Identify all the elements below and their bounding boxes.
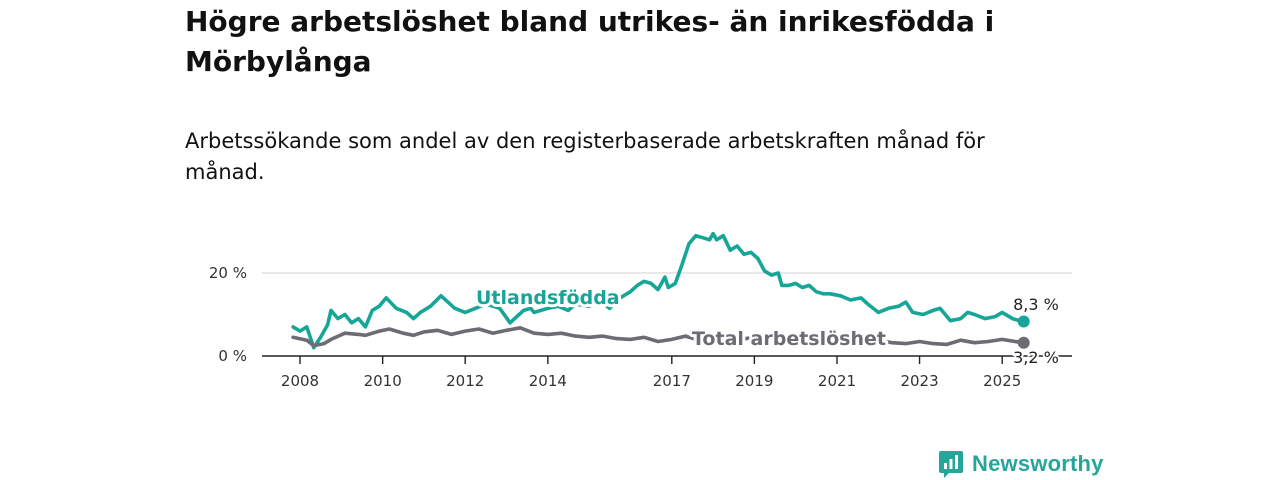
newsworthy-logo[interactable]: Newsworthy bbox=[938, 449, 1104, 479]
series-endpoint-0 bbox=[1017, 315, 1030, 328]
line-chart: 0 % 20 % 2008 2010 2012 2014 2017 2019 2021 2023 2… bbox=[209, 231, 1072, 390]
x-tick-label: 2025 bbox=[983, 372, 1021, 390]
series-name-label: Utlandsfödda bbox=[476, 287, 620, 309]
series-line-1 bbox=[291, 326, 1025, 348]
axis-ticks: 0 % 20 % 2008 2010 2012 2014 2017 2019 2021 2023 2… bbox=[209, 264, 1021, 390]
y-tick-label: 20 % bbox=[209, 264, 247, 282]
series-labels: Utlandsfödda Total arbetslöshet 8,3 % 3,2 % bbox=[473, 284, 1061, 369]
chart-subtitle: Arbetssökande som andel av den registerb… bbox=[185, 129, 985, 184]
chart-title: Högre arbetslöshet bland utrikes- än inr… bbox=[185, 5, 995, 78]
x-tick-label: 2014 bbox=[529, 372, 567, 390]
series-endpoint-1 bbox=[1017, 336, 1030, 349]
newsworthy-logo-icon bbox=[939, 451, 963, 478]
series-end-value: 8,3 % bbox=[1013, 295, 1059, 314]
x-tick-label: 2012 bbox=[446, 372, 484, 390]
newsworthy-logo-text: Newsworthy bbox=[972, 451, 1104, 476]
x-tick-label: 2017 bbox=[653, 372, 691, 390]
x-tick-label: 2008 bbox=[281, 372, 319, 390]
x-tick-label: 2021 bbox=[818, 372, 856, 390]
series-end-value: 3,2 % bbox=[1013, 348, 1059, 367]
series-lines bbox=[291, 231, 1030, 350]
series-line-0 bbox=[291, 231, 1025, 350]
y-tick-label: 0 % bbox=[218, 347, 247, 365]
x-tick-label: 2023 bbox=[900, 372, 938, 390]
gridlines bbox=[262, 272, 1072, 357]
x-tick-label: 2010 bbox=[364, 372, 402, 390]
x-tick-label: 2019 bbox=[735, 372, 773, 390]
series-name-label: Total arbetslöshet bbox=[692, 328, 886, 350]
